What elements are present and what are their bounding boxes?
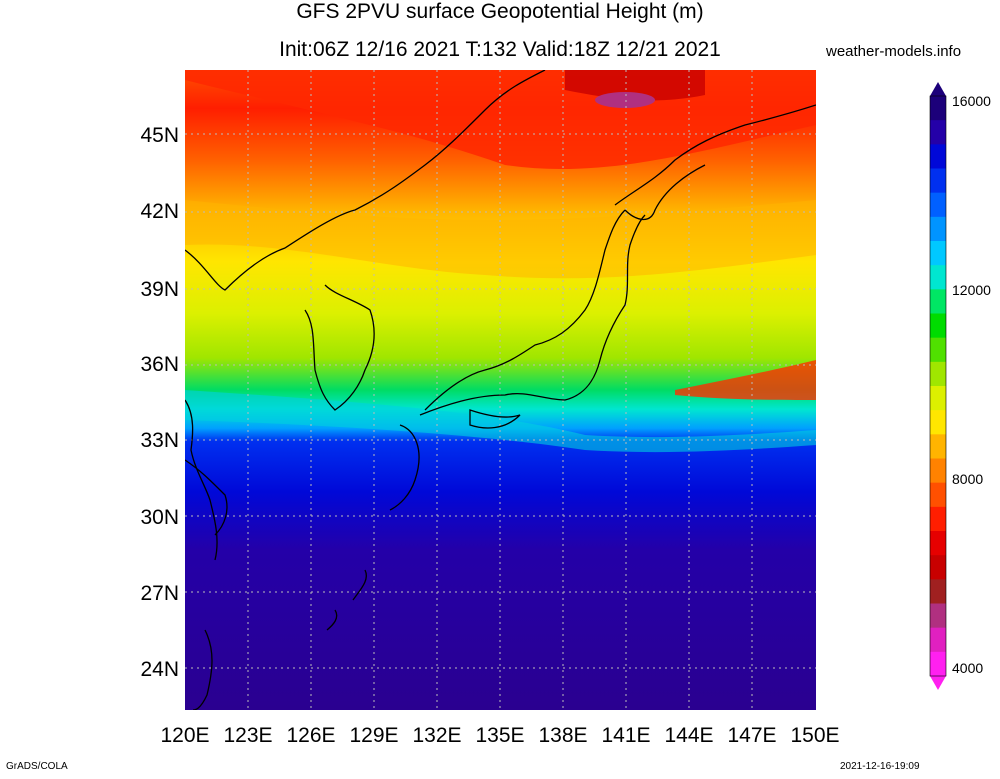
lat-label: 30N	[140, 506, 179, 529]
colorbar-segment	[930, 313, 946, 339]
colorbar-segment	[930, 241, 946, 266]
lat-label: 45N	[140, 124, 179, 147]
map-canvas	[185, 70, 816, 710]
lon-label: 120E	[160, 724, 210, 747]
colorbar-segment	[930, 216, 946, 242]
colorbar-label: 16000	[952, 93, 991, 109]
colorbar-label: 8000	[952, 471, 984, 487]
lon-label: 129E	[349, 724, 399, 747]
lon-label: 147E	[727, 724, 777, 747]
colorbar-segment	[930, 506, 946, 532]
credit-grads: GrADS/COLA	[6, 761, 68, 772]
lat-label: 36N	[140, 353, 179, 376]
shikoku-coast	[469, 409, 521, 429]
lon-label: 126E	[286, 724, 336, 747]
taiwan-coast	[192, 629, 213, 710]
hokkaido-coast	[614, 104, 816, 206]
honshu-coast	[419, 214, 646, 416]
korea-coast	[304, 284, 375, 411]
colorbar-segment	[930, 603, 946, 629]
minimum-magenta	[595, 92, 655, 108]
lat-label: 42N	[140, 200, 179, 223]
coastlines	[185, 70, 816, 710]
graticule	[185, 70, 816, 710]
kyushu-coast	[389, 424, 420, 511]
colorbar-segments	[929, 82, 947, 690]
lon-label: 123E	[223, 724, 273, 747]
colorbar-segment	[930, 289, 946, 314]
lat-label: 33N	[140, 429, 179, 452]
colorbar-segment	[930, 386, 946, 411]
colorbar	[929, 82, 947, 690]
map-title-line1: GFS 2PVU surface Geopotential Height (m)	[296, 0, 704, 23]
credit-timestamp: 2021-12-16-19:09	[840, 761, 920, 772]
lon-label: 135E	[475, 724, 525, 747]
colorbar-segment	[930, 555, 946, 580]
lon-label: 144E	[664, 724, 714, 747]
colorbar-segment	[930, 627, 946, 653]
colorbar-segment	[930, 482, 946, 508]
map-panel	[185, 70, 816, 710]
colorbar-segment	[930, 144, 946, 169]
colorbar-segment	[930, 96, 946, 121]
lon-label: 138E	[538, 724, 588, 747]
colorbar-segment	[930, 410, 946, 435]
colorbar-label: 4000	[952, 660, 984, 676]
colorbar-segment	[930, 265, 946, 290]
lat-label: 39N	[140, 278, 179, 301]
colorbar-segment	[930, 579, 946, 604]
colorbar-segment	[930, 651, 946, 677]
map-title-line2: Init:06Z 12/16 2021 T:132 Valid:18Z 12/2…	[279, 38, 721, 61]
band-cyan	[185, 390, 816, 453]
colorbar-segment	[930, 120, 946, 145]
high-band-darkred	[565, 70, 705, 101]
colorbar-label: 12000	[952, 282, 991, 298]
colorbar-segment	[930, 168, 946, 194]
colorbar-segment	[930, 458, 946, 484]
lat-label: 24N	[140, 658, 179, 681]
colorbar-segment	[930, 434, 946, 459]
colorbar-top-arrow	[930, 82, 946, 96]
lat-label: 27N	[140, 582, 179, 605]
colorbar-segment	[930, 531, 946, 556]
lon-label: 141E	[601, 724, 651, 747]
lon-label: 150E	[790, 724, 840, 747]
site-label: weather-models.info	[826, 43, 962, 60]
colorbar-segment	[930, 361, 946, 387]
colorbar-segment	[930, 337, 946, 363]
patch-red-east	[675, 360, 816, 400]
colorbar-frame	[929, 95, 947, 677]
colorbar-bottom-arrow	[930, 676, 946, 690]
colorbar-segment	[930, 192, 946, 218]
lon-label: 132E	[412, 724, 462, 747]
china-coast	[185, 399, 218, 561]
